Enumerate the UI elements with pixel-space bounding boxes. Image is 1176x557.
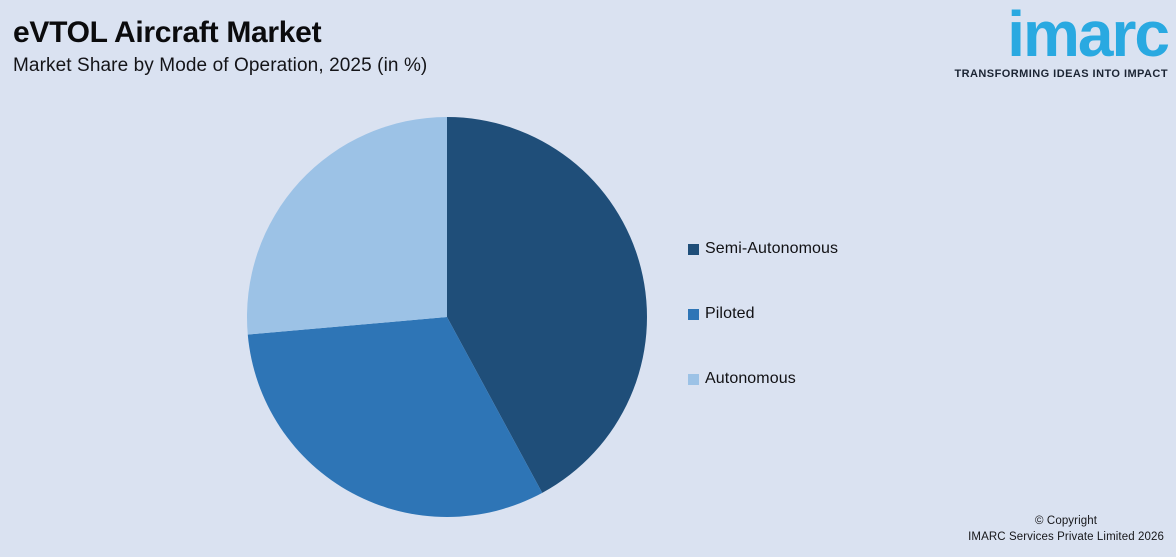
pie-slice-piloted — [247, 317, 543, 517]
page-title: eVTOL Aircraft Market — [13, 16, 322, 49]
pie-chart-svg — [246, 116, 647, 517]
copyright-notice: © Copyright IMARC Services Private Limit… — [968, 513, 1164, 546]
pie-chart — [246, 116, 648, 518]
legend-item-autonomous: Autonomous — [688, 367, 838, 391]
imarc-logo-wordmark: imarc — [1007, 0, 1170, 70]
legend-label: Semi-Autonomous — [705, 240, 839, 257]
legend-item-semi-autonomous: Semi-Autonomous — [688, 237, 838, 261]
chart-legend: Semi-Autonomous Piloted Autonomous — [688, 237, 838, 391]
chart-header: eVTOL Aircraft Market Market Share by Mo… — [13, 16, 427, 77]
legend-swatch-icon — [688, 243, 699, 255]
copyright-line-2: IMARC Services Private Limited 2026 — [968, 531, 1164, 544]
pie-slice-semi-autonomous — [447, 117, 647, 493]
legend-swatch-icon — [688, 373, 699, 385]
pie-slice-autonomous — [246, 116, 447, 335]
imarc-logo-tagline: TRANSFORMING IDEAS INTO IMPACT — [954, 68, 1168, 80]
legend-label: Piloted — [705, 305, 755, 322]
legend-item-piloted: Piloted — [688, 302, 838, 326]
copyright-line-1: © Copyright — [1035, 514, 1098, 527]
chart-subtitle: Market Share by Mode of Operation, 2025 … — [13, 55, 428, 76]
legend-label: Autonomous — [705, 370, 796, 387]
imarc-logo: imarc TRANSFORMING IDEAS INTO IMPACT — [954, 0, 1170, 80]
legend-swatch-icon — [688, 308, 699, 320]
